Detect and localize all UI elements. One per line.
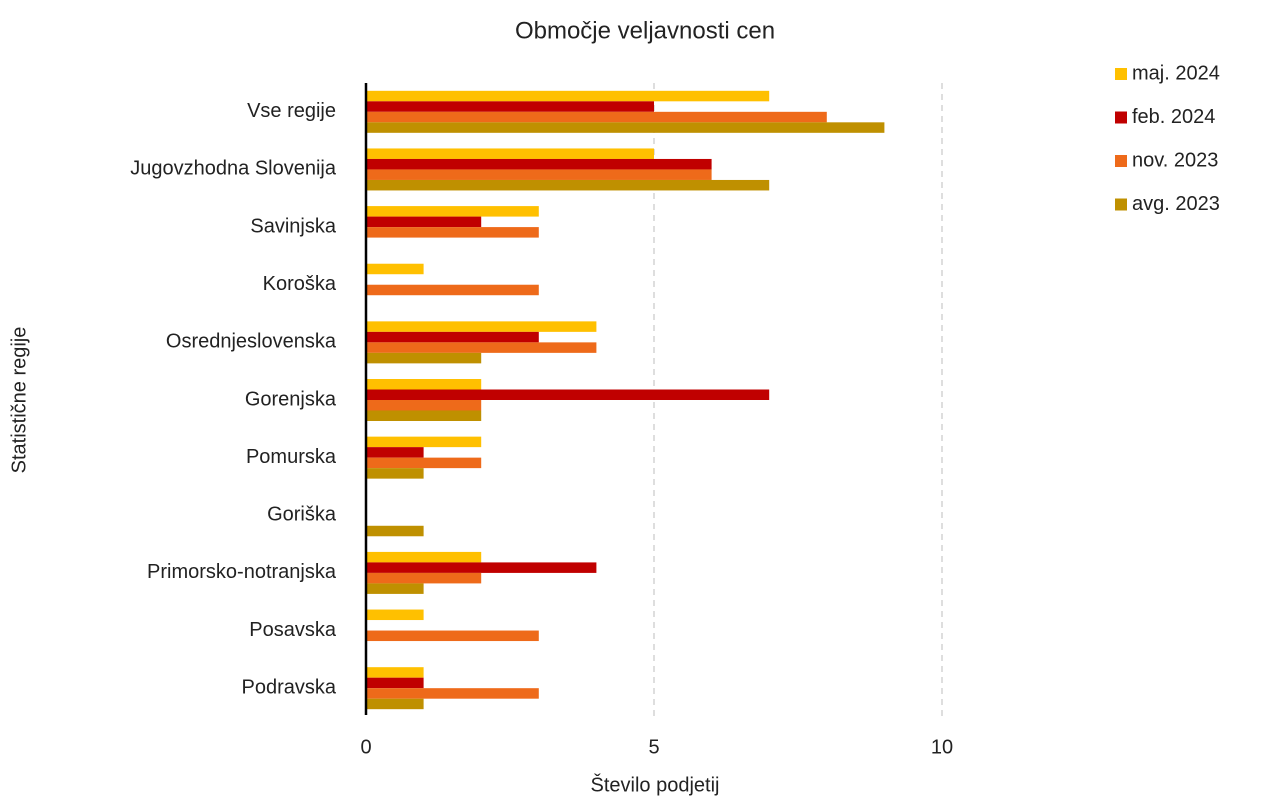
legend-swatch <box>1115 198 1127 211</box>
y-tick-label: Goriška <box>267 504 337 526</box>
bar <box>366 677 424 689</box>
bar <box>366 101 654 112</box>
bar <box>366 379 482 390</box>
legend-label: avg. 2023 <box>1132 193 1220 215</box>
y-tick-label: Podravska <box>242 676 337 698</box>
bar <box>366 263 424 275</box>
bar <box>366 206 539 217</box>
y-tick-label: Gorenjska <box>245 388 337 410</box>
bar <box>366 525 424 537</box>
bar <box>366 216 482 228</box>
x-tick-label: 0 <box>360 736 371 758</box>
bar <box>366 436 482 448</box>
bar <box>366 698 424 710</box>
bar <box>366 284 539 296</box>
bar <box>366 468 424 479</box>
bar <box>366 169 712 180</box>
bar <box>366 331 539 343</box>
bar <box>366 122 885 133</box>
x-tick-label: 10 <box>931 736 953 758</box>
bar <box>366 667 424 678</box>
y-tick-label: Vse regije <box>247 100 336 122</box>
bar <box>366 90 770 102</box>
y-tick-label: Jugovzhodna Slovenija <box>130 158 337 180</box>
bar <box>366 158 712 170</box>
y-tick-label: Posavska <box>249 619 337 641</box>
legend-swatch <box>1115 155 1127 167</box>
chart-title: Območje veljavnosti cen <box>515 17 775 44</box>
bar <box>366 111 827 123</box>
bar <box>366 227 539 238</box>
y-tick-label: Osrednjeslovenska <box>166 331 337 353</box>
bar <box>366 321 597 332</box>
bar <box>366 389 770 400</box>
bar <box>366 572 482 584</box>
bar <box>366 457 482 469</box>
legend-swatch <box>1115 111 1127 124</box>
bar <box>366 630 539 642</box>
bar <box>366 688 539 699</box>
y-tick-label: Koroška <box>263 273 337 295</box>
bar <box>366 583 424 594</box>
bar <box>366 148 654 159</box>
bar <box>366 410 482 421</box>
x-tick-label: 5 <box>648 736 659 758</box>
legend-label: nov. 2023 <box>1132 149 1218 171</box>
y-tick-label: Savinjska <box>250 215 336 237</box>
bar <box>366 551 482 563</box>
bar <box>366 352 482 364</box>
y-axis-label: Statistične regije <box>8 327 30 474</box>
legend-label: maj. 2024 <box>1132 62 1220 84</box>
bar <box>366 400 482 411</box>
bar <box>366 609 424 621</box>
legend-swatch <box>1115 68 1127 80</box>
bar <box>366 562 597 573</box>
bar <box>366 447 424 458</box>
legend-label: feb. 2024 <box>1132 106 1215 128</box>
bar <box>366 179 770 191</box>
y-tick-label: Primorsko-notranjska <box>147 561 337 583</box>
y-tick-label: Pomurska <box>246 446 337 468</box>
bar <box>366 342 597 353</box>
x-axis-label: Število podjetij <box>591 773 720 796</box>
